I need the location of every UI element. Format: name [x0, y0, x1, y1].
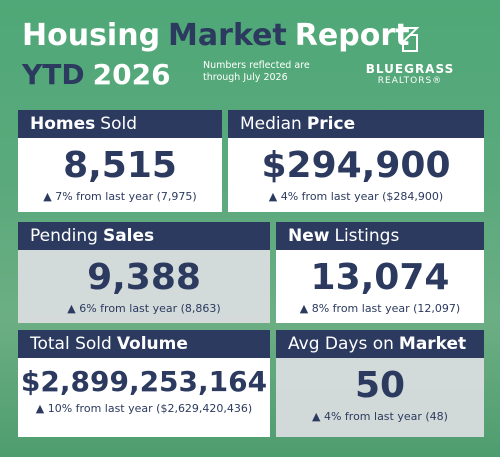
title: Housing Market Report: [22, 18, 417, 53]
note-line: Numbers reflected are: [203, 60, 310, 71]
card-change: ▲ 6% from last year (8,863): [67, 302, 221, 315]
word: Market: [168, 18, 287, 53]
stat-card: Homes Sold 8,515 ▲ 7% from last year (7,975…: [18, 110, 222, 212]
logo: BLUEGRASS REALTORS®: [360, 24, 460, 86]
card-label: Total Sold Volume: [18, 330, 270, 358]
logo-icon: [402, 27, 420, 52]
word: 2026: [92, 58, 171, 91]
stat-card: Total Sold Volume $2,899,253,164 ▲ 10% from…: [18, 330, 270, 437]
card-label: Median Price: [228, 110, 484, 138]
card-value: $294,900: [261, 145, 451, 186]
label-part: Median: [240, 114, 302, 134]
card-change: ▲ 10% from last year ($2,629,420,436): [35, 402, 253, 415]
card-change: ▲ 7% from last year (7,975): [43, 190, 197, 203]
card-value: 8,515: [63, 145, 177, 186]
logo-tagline: REALTORS®: [377, 76, 443, 86]
card-label: Avg Days on Market: [276, 330, 484, 358]
label-part: New: [288, 226, 330, 246]
label-part: Total Sold: [30, 334, 112, 354]
label-part: Avg Days on: [288, 334, 394, 354]
logo-name: BLUEGRASS: [365, 62, 455, 76]
card-value: 50: [354, 365, 406, 406]
label-part: Volume: [116, 334, 188, 354]
note: Numbers reflected are through July 2026: [203, 60, 310, 84]
word: YTD: [22, 58, 85, 91]
stat-card: Median Price $294,900 ▲ 4% from last year (…: [228, 110, 484, 212]
card-label: Pending Sales: [18, 222, 270, 250]
stat-card: Pending Sales 9,388 ▲ 6% from last year (8,…: [18, 222, 270, 323]
card-value: 9,388: [87, 257, 201, 298]
label-part: Listings: [334, 226, 400, 246]
word: Report: [294, 18, 410, 53]
stat-card: New Listings 13,074 ▲ 8% from last year (12…: [276, 222, 484, 323]
label-part: Sales: [102, 226, 155, 246]
word: Housing: [22, 18, 161, 53]
card-label: New Listings: [276, 222, 484, 250]
stat-card: Avg Days on Market 50 ▲ 4% from last year (…: [276, 330, 484, 437]
card-change: ▲ 8% from last year (12,097): [299, 302, 461, 315]
card-label: Homes Sold: [18, 110, 222, 138]
label-part: Price: [306, 114, 356, 134]
card-value: $2,899,253,164: [20, 365, 268, 398]
label-part: Sold: [100, 114, 137, 134]
note-line: through July 2026: [203, 72, 288, 83]
card-value: 13,074: [310, 257, 450, 298]
card-change: ▲ 4% from last year (48): [312, 410, 448, 423]
label-part: Homes: [30, 114, 96, 134]
subtitle: YTD 2026: [22, 58, 179, 91]
label-part: Pending: [30, 226, 98, 246]
card-change: ▲ 4% from last year ($284,900): [268, 190, 444, 203]
label-part: Market: [398, 334, 467, 354]
